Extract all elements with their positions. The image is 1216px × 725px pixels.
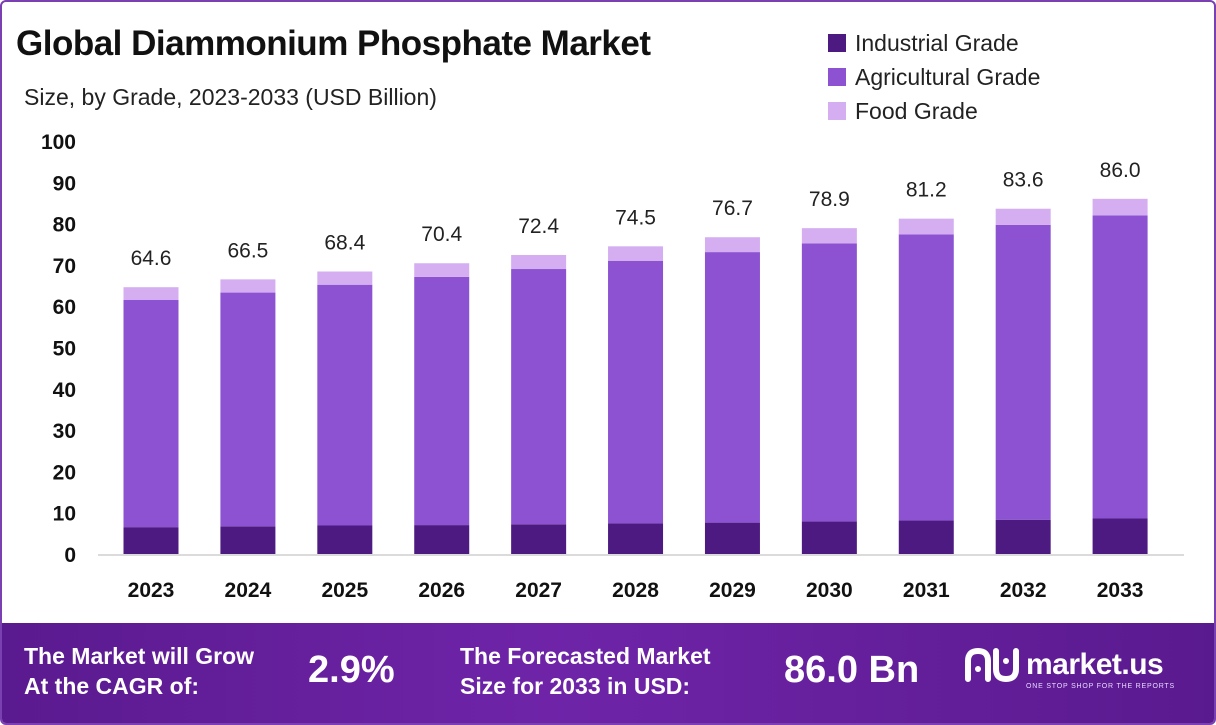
bar-segment-industrial (608, 523, 664, 554)
y-tick-label: 80 (53, 214, 76, 237)
bar-segment-industrial (704, 522, 760, 554)
legend-swatch-food (828, 102, 846, 120)
bar-segment-agricultural (801, 243, 857, 522)
y-tick-label: 20 (53, 461, 76, 484)
x-tick-label: 2026 (418, 579, 465, 602)
bar-segment-food (511, 254, 567, 270)
bar-segment-industrial (995, 519, 1051, 554)
bar-segment-agricultural (898, 234, 954, 521)
y-tick-label: 90 (53, 172, 76, 195)
bar-segment-industrial (123, 527, 179, 554)
x-tick-label: 2023 (128, 579, 175, 602)
bar-segment-industrial (898, 520, 954, 554)
y-tick-label: 100 (41, 131, 76, 154)
bar-segment-food (801, 228, 857, 244)
bar-total-label: 81.2 (906, 179, 947, 202)
y-tick-label: 30 (53, 420, 76, 443)
forecast-label-line2: Size for 2033 in USD: (460, 673, 691, 699)
forecast-label: The Forecasted Market Size for 2033 in U… (460, 641, 711, 701)
y-tick-label: 50 (53, 338, 76, 361)
bar-segment-industrial (414, 525, 470, 554)
bar-segment-food (123, 287, 179, 301)
legend-item-industrial: Industrial Grade (828, 26, 1040, 60)
bar-segment-agricultural (1092, 215, 1148, 519)
cagr-label-line2: At the CAGR of: (24, 673, 200, 699)
bar-total-label: 78.9 (809, 188, 850, 211)
x-tick-label: 2032 (1000, 579, 1047, 602)
cagr-value: 2.9% (308, 649, 395, 691)
x-tick-label: 2031 (903, 579, 950, 602)
brand-tagline: ONE STOP SHOP FOR THE REPORTS (1026, 683, 1175, 690)
market-us-logo-icon (965, 647, 1019, 683)
bar-segment-agricultural (123, 300, 179, 528)
bar-segment-industrial (511, 524, 567, 554)
bar-chart: 010203040506070809010064.6202366.5202468… (41, 131, 1184, 602)
bar-segment-food (704, 237, 760, 253)
cagr-label-line1: The Market will Grow (24, 643, 255, 669)
x-tick-label: 2029 (709, 579, 756, 602)
bar-segment-agricultural (608, 260, 664, 524)
footer-banner: The Market will Grow At the CAGR of: 2.9… (2, 623, 1214, 723)
y-tick-label: 70 (53, 255, 76, 278)
y-tick-label: 10 (53, 503, 76, 526)
bar-segment-agricultural (511, 269, 567, 525)
bar-segment-food (1092, 198, 1148, 216)
bar-segment-food (414, 263, 470, 277)
x-tick-label: 2024 (225, 579, 272, 602)
legend-swatch-agricultural (828, 68, 846, 86)
bar-segment-food (317, 271, 373, 285)
bar-total-label: 74.5 (615, 206, 656, 229)
x-tick-label: 2025 (321, 579, 368, 602)
bar-total-label: 70.4 (421, 223, 462, 246)
y-tick-label: 0 (64, 544, 76, 567)
legend-label-industrial: Industrial Grade (855, 29, 1019, 56)
x-tick-label: 2028 (612, 579, 659, 602)
legend-item-agricultural: Agricultural Grade (828, 60, 1040, 94)
bar-total-label: 72.4 (518, 215, 559, 238)
legend-label-food: Food Grade (855, 97, 978, 124)
bar-segment-agricultural (704, 252, 760, 523)
cagr-label: The Market will Grow At the CAGR of: (24, 641, 254, 701)
chart-title: Global Diammonium Phosphate Market (16, 24, 651, 63)
bar-segment-food (898, 218, 954, 235)
brand-name: market.us (1026, 648, 1164, 681)
bar-total-label: 76.7 (712, 197, 753, 220)
x-tick-label: 2027 (515, 579, 562, 602)
x-tick-label: 2033 (1097, 579, 1144, 602)
y-tick-label: 40 (53, 379, 76, 402)
bar-segment-agricultural (220, 292, 276, 527)
bar-segment-agricultural (995, 224, 1051, 520)
legend-item-food: Food Grade (828, 94, 1040, 128)
bar-total-label: 86.0 (1100, 159, 1141, 182)
forecast-value: 86.0 Bn (784, 649, 920, 691)
forecast-label-line1: The Forecasted Market (460, 643, 711, 669)
x-tick-label: 2030 (806, 579, 853, 602)
bar-segment-food (608, 246, 664, 261)
bar-total-label: 68.4 (324, 232, 365, 255)
bar-segment-industrial (220, 526, 276, 554)
legend-swatch-industrial (828, 34, 846, 52)
bar-segment-industrial (317, 525, 373, 554)
bar-total-label: 66.5 (227, 239, 268, 262)
bar-segment-food (995, 208, 1051, 225)
brand-logo: market.us ONE STOP SHOP FOR THE REPORTS (964, 645, 1174, 690)
bar-segment-agricultural (317, 284, 373, 526)
bar-segment-agricultural (414, 276, 470, 526)
y-tick-label: 60 (53, 296, 76, 319)
chart-subtitle: Size, by Grade, 2023-2033 (USD Billion) (24, 84, 437, 110)
bar-segment-industrial (1092, 518, 1148, 554)
bar-segment-industrial (801, 521, 857, 554)
bar-total-label: 83.6 (1003, 169, 1044, 192)
legend-label-agricultural: Agricultural Grade (855, 63, 1041, 90)
legend: Industrial Grade Agricultural Grade Food… (828, 26, 1040, 128)
bar-segment-food (220, 279, 276, 293)
bar-total-label: 64.6 (131, 247, 172, 270)
